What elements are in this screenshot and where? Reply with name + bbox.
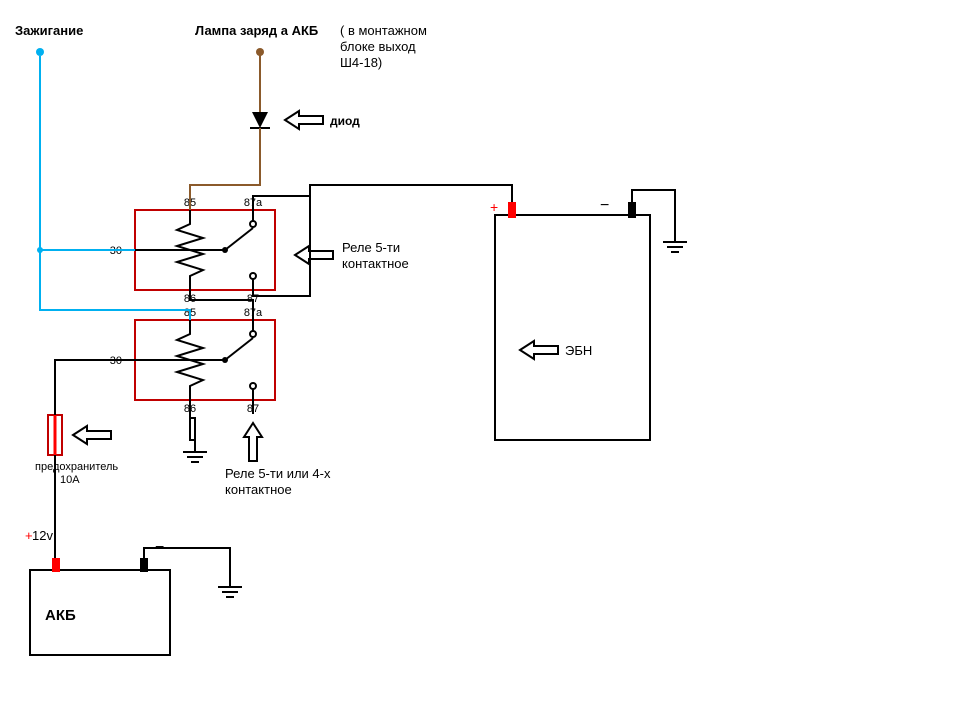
label-ignition: Зажигание <box>15 23 83 38</box>
label-minus: − <box>600 197 609 214</box>
ebn-plus-terminal-icon <box>508 202 516 218</box>
circuit-diagram: Зажигание Лампа заряд а АКБ ( в монтажно… <box>0 0 960 726</box>
relay-1 <box>135 210 275 290</box>
label-diode: диод <box>330 114 360 128</box>
arrow-left-icon <box>520 341 558 359</box>
arrow-left-icon <box>285 111 323 129</box>
ebn-box <box>495 215 650 440</box>
arrow-up-icon <box>244 423 262 461</box>
wire-blue <box>40 56 135 250</box>
ignition-dot-icon <box>36 48 44 56</box>
relay-2 <box>135 320 275 400</box>
fuse-icon <box>48 415 62 455</box>
ebn-minus-terminal-icon <box>628 202 636 218</box>
label-charge-lamp-sub: ( в монтажном блоке выход Ш4-18) <box>340 23 431 70</box>
wire-black <box>55 360 135 415</box>
label-relay5or4: Реле 5-ти или 4-х контактное <box>225 466 334 497</box>
label-akb: АКБ <box>45 607 76 624</box>
arrow-left-icon <box>73 426 111 444</box>
ground-icon <box>663 230 687 252</box>
node-dot-icon <box>37 247 43 253</box>
ground-icon <box>183 440 207 462</box>
ground-icon <box>218 575 242 597</box>
arrow-left-icon <box>295 246 333 264</box>
label-relay5: Реле 5-ти контактное <box>342 240 409 271</box>
wire-black <box>632 190 675 230</box>
wire-blue <box>40 250 190 320</box>
diode-icon <box>250 112 270 128</box>
label-12v: 12v <box>32 528 53 543</box>
label-fuse: предохранитель 10А <box>35 461 121 486</box>
akb-plus-terminal-icon <box>52 558 60 572</box>
akb-minus-terminal-icon <box>140 558 148 572</box>
label-charge-lamp: Лампа заряд а АКБ <box>195 23 318 38</box>
label-ebn: ЭБН <box>565 343 592 358</box>
label-plus: + <box>490 199 498 215</box>
